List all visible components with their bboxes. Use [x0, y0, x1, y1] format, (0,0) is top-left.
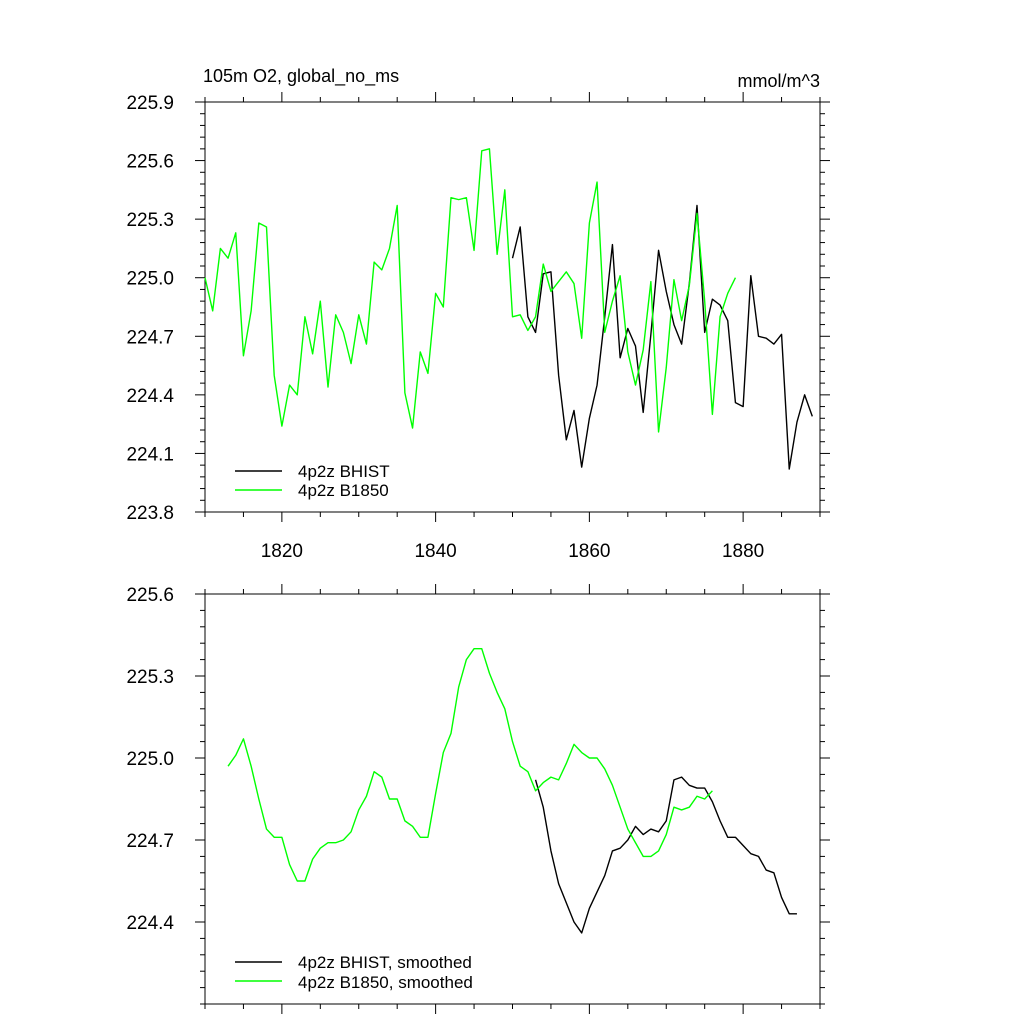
axis-ticks-top — [195, 92, 830, 522]
y-tick-label: 224.7 — [126, 831, 174, 852]
y-tick-label: 225.6 — [126, 585, 174, 606]
panel-top: 105m O2, global_no_ms mmol/m^3 225.9225.… — [126, 66, 830, 562]
x-tick-label: 1860 — [568, 541, 610, 562]
y-tick-label: 223.8 — [126, 503, 174, 524]
y-tick-label: 225.9 — [126, 93, 174, 114]
legend-label-b1850: 4p2z B1850 — [298, 481, 389, 500]
legend-top: 4p2z BHIST 4p2z B1850 — [235, 462, 390, 500]
series-group-bottom — [227, 647, 797, 934]
y-tick-labels-bottom: 225.6 225.3 225.0 224.7 224.4 — [126, 585, 174, 934]
axis-ticks-bottom — [195, 584, 830, 1014]
plot-frame-bottom — [204, 593, 821, 1005]
series-group-top — [204, 148, 813, 470]
legend-label-b1850-smoothed: 4p2z B1850, smoothed — [298, 973, 473, 992]
chart-title: 105m O2, global_no_ms — [203, 66, 399, 87]
panel-bottom: 225.6 225.3 225.0 224.7 224.4 4p2z BHIST, sm… — [126, 584, 830, 1014]
series-line-bhist-top — [511, 204, 813, 470]
y-tick-label: 225.3 — [126, 667, 174, 688]
series-line-b1850-bottom — [227, 647, 713, 882]
x-tick-label: 1880 — [722, 541, 764, 562]
y-tick-label: 225.3 — [126, 210, 174, 231]
y-tick-label: 225.0 — [126, 749, 174, 770]
y-tick-label: 225.6 — [126, 152, 174, 173]
y-tick-label: 224.4 — [126, 386, 174, 407]
y-tick-label: 224.7 — [126, 327, 174, 348]
x-tick-label: 1840 — [414, 541, 456, 562]
legend-label-bhist: 4p2z BHIST — [298, 462, 390, 481]
legend-label-bhist-smoothed: 4p2z BHIST, smoothed — [298, 953, 472, 972]
y-tick-label: 225.0 — [126, 269, 174, 290]
series-line-bhist-bottom — [534, 776, 797, 934]
x-tick-label: 1820 — [261, 541, 303, 562]
y-tick-labels-top: 225.9 225.6 225.3 225.0 224.7 224.4 224.1 223.8 — [126, 93, 174, 524]
y-tick-label: 224.1 — [126, 444, 174, 465]
legend-bottom: 4p2z BHIST, smoothed 4p2z B1850, smoothe… — [235, 953, 473, 992]
y-tick-label: 224.4 — [126, 913, 174, 934]
x-tick-labels-top: 1820 1840 1860 1880 — [261, 541, 765, 562]
series-line-b1850-top — [204, 148, 737, 433]
units-label: mmol/m^3 — [738, 71, 820, 91]
